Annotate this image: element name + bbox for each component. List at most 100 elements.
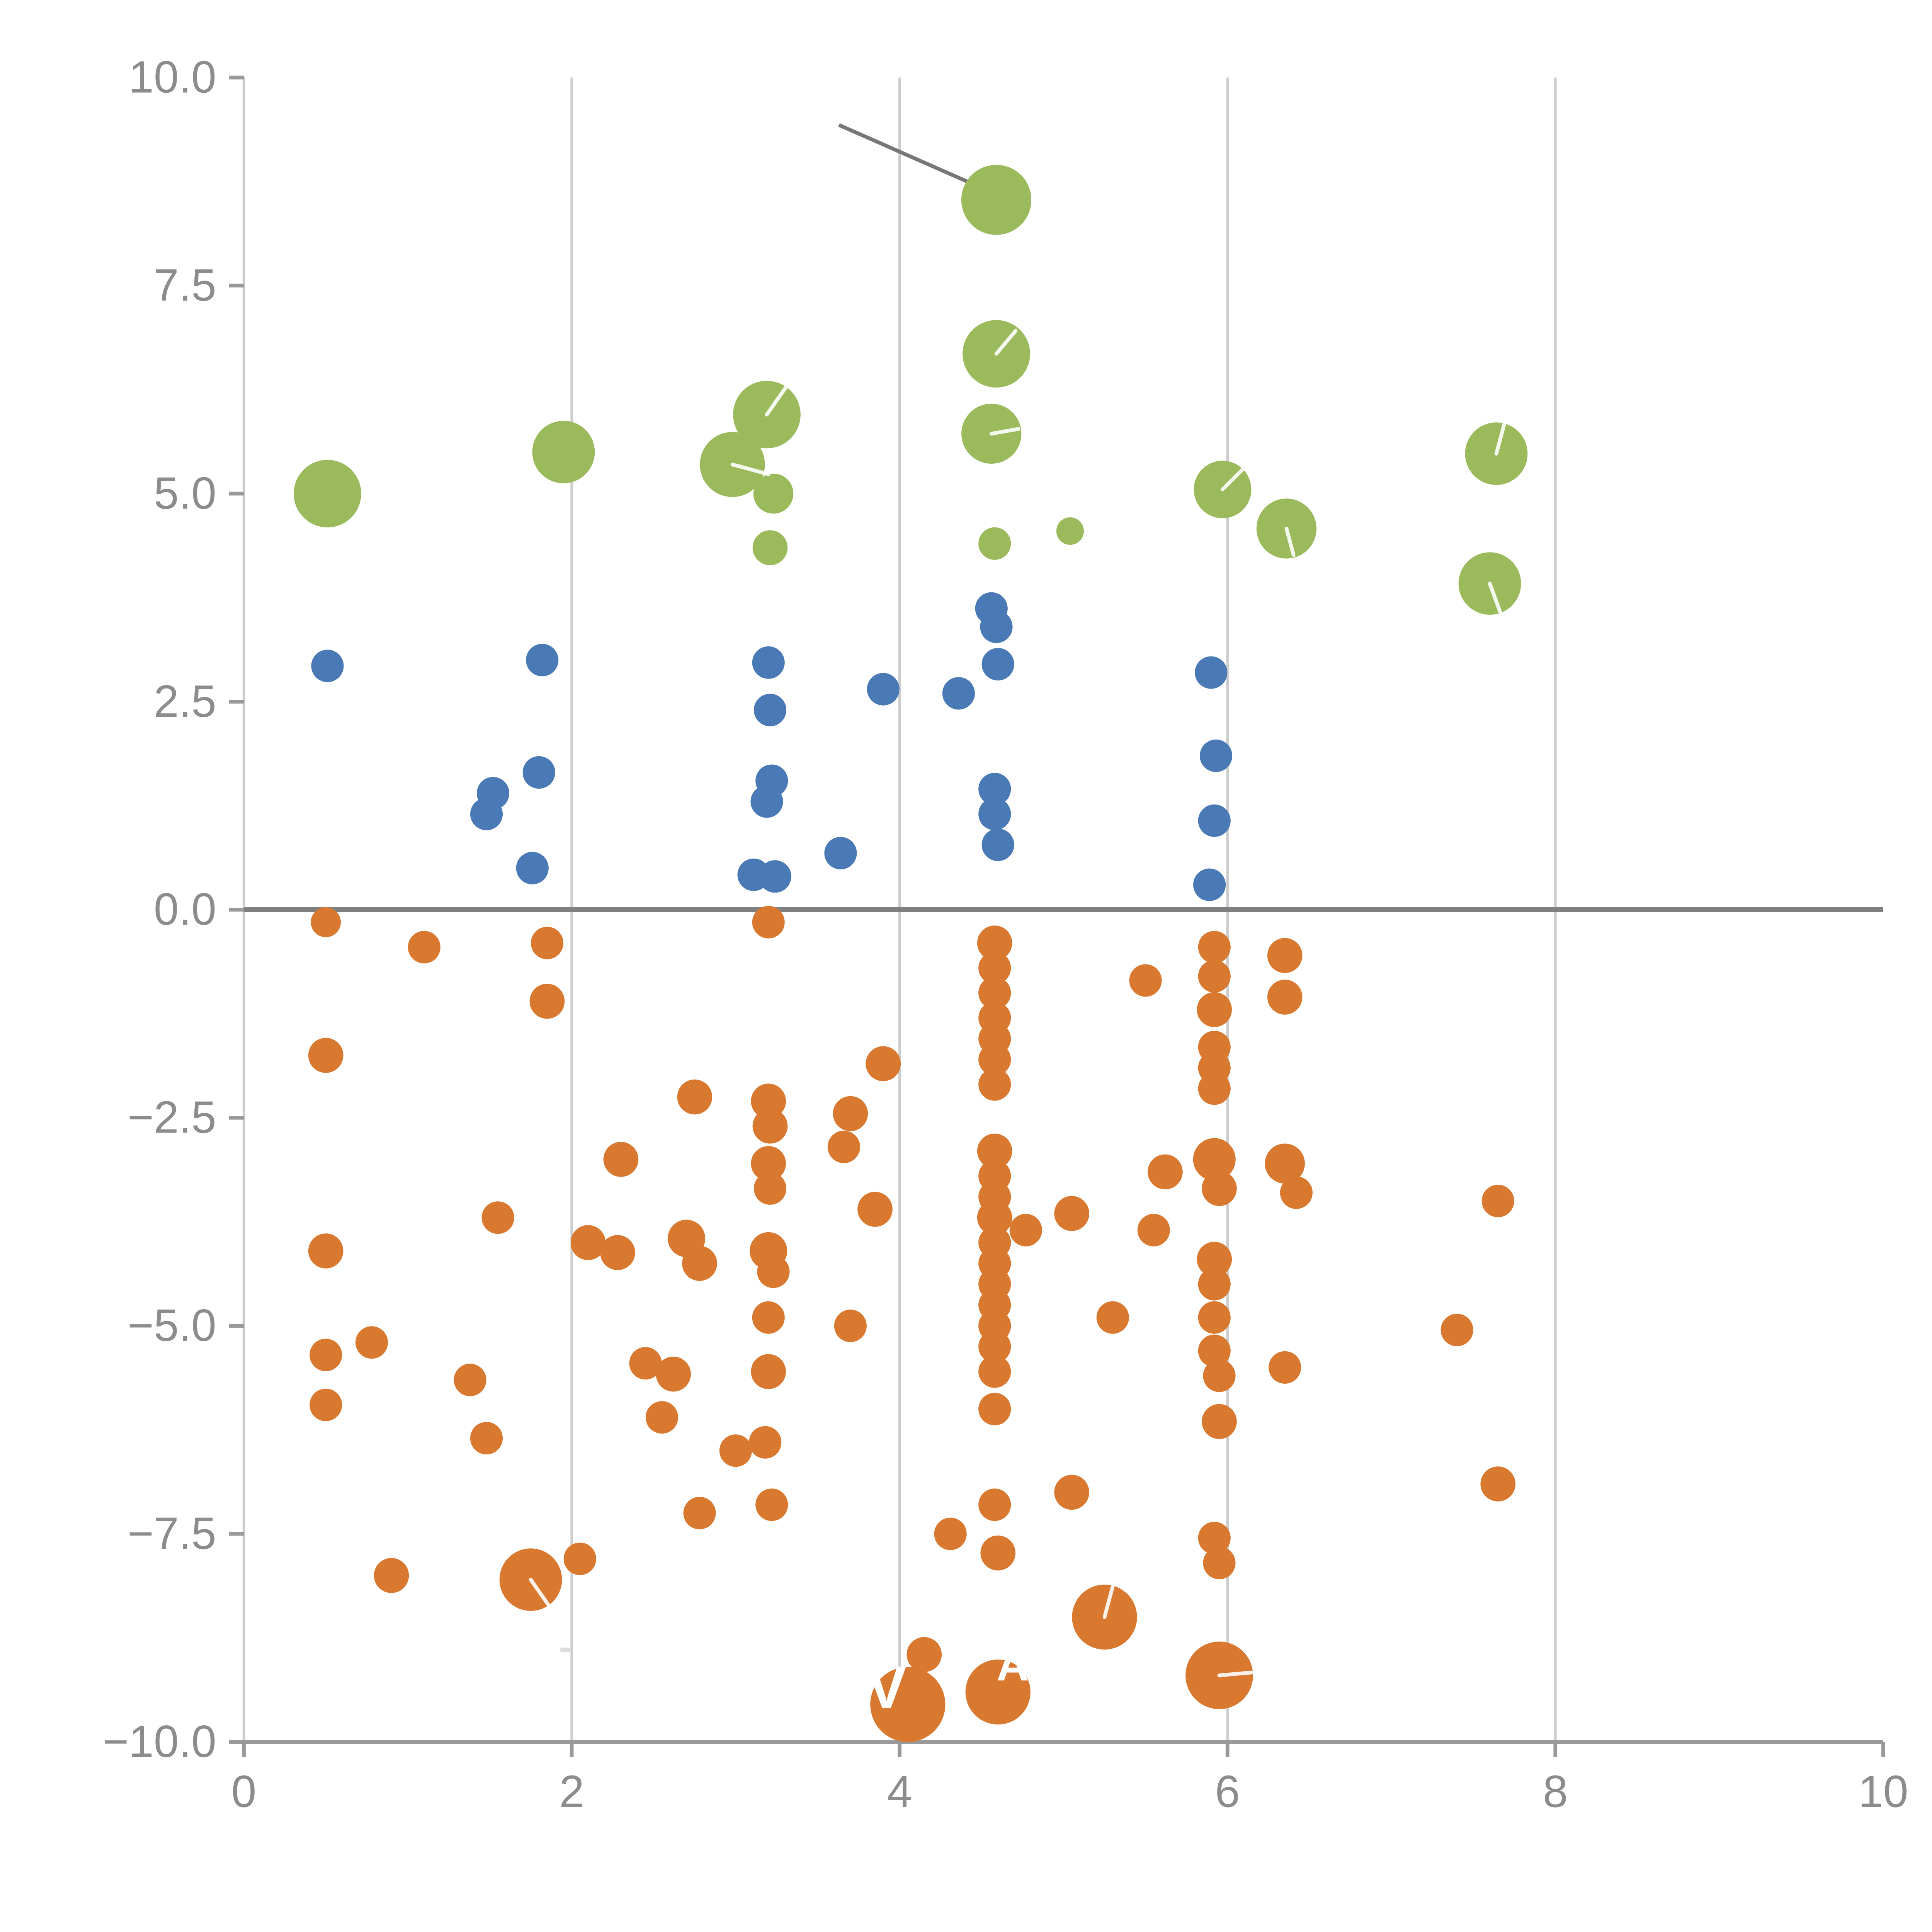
scatter-point-orange-dots bbox=[1481, 1185, 1514, 1218]
scatter-point-orange-dots bbox=[1129, 964, 1162, 997]
scatter-point-blue-dots bbox=[1199, 739, 1233, 772]
scatter-point-orange-dots bbox=[1054, 1196, 1089, 1231]
scatter-point-orange-dots bbox=[866, 1046, 901, 1082]
scatter-point-orange-dots bbox=[645, 1401, 679, 1434]
y-tick-label: 10.0 bbox=[129, 52, 216, 102]
scatter-point-orange-dots bbox=[682, 1246, 717, 1281]
scatter-point-orange-dots bbox=[1198, 1522, 1231, 1554]
bubble-highlight-tick bbox=[1284, 527, 1296, 557]
scatter-point-blue-dots bbox=[311, 650, 344, 682]
scatter-point-orange-dots bbox=[1265, 1143, 1305, 1184]
scatter-point-blue-dots bbox=[980, 611, 1013, 643]
scatter-point-orange-dots bbox=[1198, 1268, 1231, 1301]
scatter-point-orange-dots bbox=[454, 1364, 486, 1396]
bubble-highlight-tick bbox=[989, 427, 1020, 436]
scatter-point-blue-dots bbox=[1198, 804, 1231, 837]
scatter-point-orange-dots bbox=[757, 1255, 790, 1288]
scatter-point-orange-dots bbox=[529, 983, 565, 1019]
scatter-point-orange-dots bbox=[310, 1338, 342, 1371]
bubble-highlight-tick bbox=[730, 463, 771, 476]
scatter-point-orange-dots bbox=[563, 1543, 596, 1575]
scatter-point-orange-dots bbox=[308, 1037, 344, 1073]
bubble-highlight-tick bbox=[994, 329, 1018, 356]
scatter-point-orange-dots bbox=[749, 1426, 782, 1459]
scatter-point-orange-dots bbox=[977, 1200, 1012, 1235]
scatter-point-orange-dots bbox=[481, 1201, 514, 1234]
y-tick-label: 5.0 bbox=[154, 468, 216, 518]
scatter-point-orange-dots bbox=[600, 1235, 635, 1270]
scatter-point-orange-dots bbox=[752, 906, 785, 939]
y-tick-label: 7.5 bbox=[154, 260, 216, 310]
scatter-point-orange-dots bbox=[1193, 1138, 1236, 1181]
scatter-point-orange-dots bbox=[1202, 1404, 1237, 1439]
scatter-point-orange-dots bbox=[827, 1131, 860, 1163]
scatter-point-orange-dots bbox=[978, 1393, 1011, 1425]
bubble-highlight-tick bbox=[1102, 1583, 1115, 1619]
scatter-point-orange-dots bbox=[980, 1535, 1016, 1571]
scatter-point-orange-dots bbox=[1267, 980, 1303, 1015]
scatter-point-orange-dots bbox=[374, 1558, 409, 1593]
bubble-highlight-tick bbox=[1494, 423, 1506, 456]
scatter-point-orange-dots bbox=[978, 1488, 1011, 1521]
scatter-point-orange-dots bbox=[1197, 992, 1232, 1027]
x-tick-label: 6 bbox=[1215, 1766, 1240, 1816]
scatter-point-orange-dots bbox=[531, 927, 564, 959]
scatter-point-blue-dots bbox=[526, 644, 559, 677]
scatter-point-orange-dots bbox=[629, 1347, 662, 1380]
scatter-point-orange-dots bbox=[755, 1488, 788, 1521]
scatter-point-orange-dots bbox=[978, 1330, 1011, 1363]
y-tick-label: 0.0 bbox=[154, 884, 216, 934]
scatter-point-orange-dots bbox=[1280, 1176, 1313, 1209]
y-tick-label: −5.0 bbox=[128, 1300, 216, 1350]
scatter-point-blue-dots bbox=[942, 677, 975, 710]
scatter-point-orange-dots bbox=[978, 1043, 1011, 1076]
scatter-point-orange-dots bbox=[311, 907, 341, 937]
scatter-point-orange-dots bbox=[834, 1310, 867, 1342]
bubble-label-text: V bbox=[866, 1653, 906, 1721]
scatter-point-orange-dots bbox=[1009, 1214, 1042, 1247]
scatter-point-orange-dots bbox=[408, 931, 440, 964]
scatter-point-orange-dots bbox=[570, 1225, 606, 1260]
scatter-point-blue-dots bbox=[824, 837, 857, 869]
scatter-point-orange-dots bbox=[833, 1096, 868, 1131]
bubble-highlight-tick bbox=[529, 1578, 550, 1606]
scatter-point-orange-dots bbox=[1198, 1301, 1231, 1334]
scatter-point-orange-dots bbox=[603, 1142, 639, 1177]
scatter-point-orange-dots bbox=[978, 952, 1011, 985]
scatter-point-orange-dots bbox=[1137, 1214, 1170, 1247]
scatter-point-blue-dots bbox=[753, 694, 787, 726]
scatter-point-blue-dots bbox=[978, 798, 1011, 830]
scatter-point-blue-dots bbox=[1193, 868, 1226, 901]
scatter-point-orange-dots bbox=[753, 1172, 787, 1205]
scatter-point-orange-dots bbox=[977, 1133, 1012, 1169]
scatter-point-blue-dots bbox=[470, 798, 503, 830]
scatter-point-orange-dots bbox=[310, 1388, 342, 1421]
scatter-point-orange-dots bbox=[1203, 1359, 1236, 1392]
scatter-point-orange-dots bbox=[978, 1355, 1011, 1388]
scatter-point-orange-dots bbox=[355, 1326, 388, 1359]
scatter-point-green-bubbles bbox=[753, 473, 794, 514]
scatter-point-orange-dots bbox=[857, 1192, 893, 1227]
scatter-point-orange-dots bbox=[683, 1497, 716, 1529]
bubble-label-text: - bbox=[559, 1626, 571, 1668]
scatter-point-orange-dots bbox=[977, 925, 1012, 961]
scatter-point-orange-dots bbox=[1197, 1242, 1232, 1277]
bubble-highlight-tick bbox=[1217, 1670, 1254, 1677]
y-tick-label: −7.5 bbox=[128, 1508, 216, 1558]
scatter-point-orange-dots bbox=[1267, 938, 1303, 973]
x-tick-label: 10 bbox=[1858, 1766, 1908, 1816]
scatter-point-blue-dots bbox=[522, 756, 555, 789]
scatter-point-orange-dots bbox=[965, 1659, 1031, 1725]
scatter-point-orange-dots bbox=[978, 976, 1011, 1009]
scatter-point-blue-dots bbox=[981, 828, 1014, 861]
scatter-point-blue-dots bbox=[516, 852, 549, 884]
scatter-point-blue-dots bbox=[981, 648, 1014, 681]
scatter-point-blue-dots bbox=[752, 646, 785, 679]
scatter-point-orange-dots bbox=[1440, 1313, 1473, 1347]
scatter-point-orange-dots bbox=[1480, 1466, 1516, 1502]
x-tick-label: 0 bbox=[231, 1766, 257, 1816]
y-tick-label: −10.0 bbox=[102, 1716, 216, 1767]
scatter-point-orange-dots bbox=[1148, 1154, 1183, 1190]
scatter-point-green-bubbles bbox=[532, 420, 595, 483]
